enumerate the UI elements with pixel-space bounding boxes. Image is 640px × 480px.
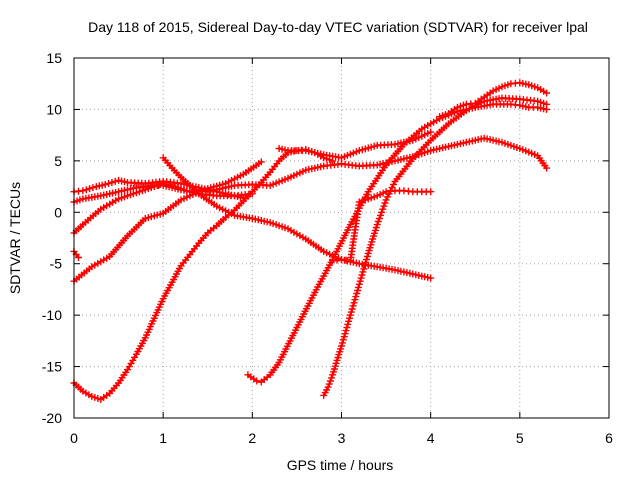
data-point xyxy=(341,330,349,338)
x-tick-label: 0 xyxy=(70,430,78,446)
x-tick-label: 4 xyxy=(427,430,435,446)
y-tick-label: 0 xyxy=(54,204,62,220)
y-tick-label: -10 xyxy=(42,307,62,323)
series-track-4 xyxy=(70,134,551,285)
series-layer xyxy=(70,79,551,403)
data-point xyxy=(379,205,387,213)
data-point xyxy=(348,305,356,313)
data-point xyxy=(427,188,435,196)
series-track-6 xyxy=(70,146,337,403)
data-point xyxy=(355,280,363,288)
series-track-5 xyxy=(70,247,82,261)
data-point xyxy=(354,287,362,294)
data-point xyxy=(357,274,365,282)
data-point xyxy=(356,277,364,285)
chart-title: Day 118 of 2015, Sidereal Day-to-day VTE… xyxy=(88,19,588,35)
data-point xyxy=(543,89,551,97)
data-point xyxy=(339,336,347,344)
series-line xyxy=(72,137,548,283)
data-point xyxy=(75,254,82,261)
series-track-12 xyxy=(436,79,551,121)
data-point xyxy=(427,274,435,282)
data-point xyxy=(380,202,388,210)
data-point xyxy=(343,324,351,331)
data-point xyxy=(325,380,333,388)
data-point xyxy=(378,208,386,216)
data-point xyxy=(108,179,116,186)
data-point xyxy=(345,317,353,325)
series-line xyxy=(331,189,432,262)
y-axis-label: SDTVAR / TECUs xyxy=(7,182,23,294)
x-tick-label: 1 xyxy=(159,430,167,446)
data-point xyxy=(361,262,369,270)
data-point xyxy=(387,187,394,195)
data-point xyxy=(358,271,366,279)
series-track-8 xyxy=(329,187,435,265)
x-tick-label: 5 xyxy=(516,430,524,446)
data-point xyxy=(253,377,261,385)
y-tick-label: -5 xyxy=(50,256,63,272)
data-point xyxy=(338,342,345,350)
series-line xyxy=(72,160,263,234)
data-point xyxy=(101,181,109,188)
data-point xyxy=(338,339,346,347)
data-point xyxy=(373,221,381,229)
plot-frame xyxy=(73,57,610,419)
y-tick-label: 5 xyxy=(54,153,62,169)
data-point xyxy=(350,299,358,307)
data-point xyxy=(347,308,355,316)
data-point xyxy=(328,374,335,382)
y-tick-label: 15 xyxy=(46,50,62,66)
data-point xyxy=(346,314,353,322)
data-point xyxy=(375,215,383,222)
series-line xyxy=(322,96,548,397)
data-point xyxy=(381,199,389,207)
data-point xyxy=(390,181,397,188)
label-layer: Day 118 of 2015, Sidereal Day-to-day VTE… xyxy=(7,19,588,473)
series-track-11 xyxy=(275,128,435,162)
data-point xyxy=(257,158,265,166)
data-point xyxy=(543,100,551,108)
data-point xyxy=(344,320,352,328)
x-tick-label: 6 xyxy=(605,430,613,446)
y-tick-label: -20 xyxy=(42,410,62,426)
data-point xyxy=(326,377,334,385)
y-tick-label: 10 xyxy=(46,101,62,117)
x-tick-label: 2 xyxy=(248,430,256,446)
data-point xyxy=(360,265,368,273)
data-point xyxy=(385,190,393,198)
data-point xyxy=(89,184,97,192)
data-point xyxy=(388,184,396,192)
data-point xyxy=(384,193,392,201)
data-point xyxy=(363,256,370,264)
data-point xyxy=(362,259,370,267)
data-point xyxy=(354,283,362,291)
y-tick-label: -15 xyxy=(42,359,62,375)
series-track-10 xyxy=(320,94,551,399)
data-point xyxy=(111,177,119,185)
data-point xyxy=(79,187,87,195)
series-track-3 xyxy=(70,158,265,237)
data-point xyxy=(349,302,357,310)
data-point xyxy=(86,185,94,193)
data-point xyxy=(543,164,551,172)
data-point xyxy=(352,293,360,301)
data-point xyxy=(82,186,90,194)
data-point xyxy=(363,253,371,260)
data-point xyxy=(105,180,113,187)
data-point xyxy=(351,296,359,304)
data-point xyxy=(377,211,384,219)
data-point xyxy=(342,327,350,335)
series-line xyxy=(72,148,334,401)
x-axis-label: GPS time / hours xyxy=(287,457,394,473)
x-tick-label: 3 xyxy=(338,430,346,446)
data-point xyxy=(427,128,435,136)
